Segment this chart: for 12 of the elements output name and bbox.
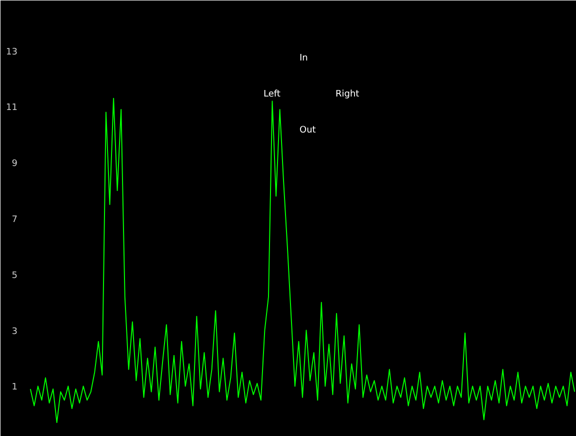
y-tick-label: 13 [6, 47, 18, 58]
y-tick-label: 1 [12, 382, 18, 393]
annotation: Right [336, 90, 360, 100]
y-tick-label: 7 [12, 215, 18, 225]
y-tick-label: 11 [6, 103, 18, 114]
annotation: In [300, 54, 308, 64]
line-series [30, 98, 576, 424]
y-tick-label: 5 [12, 270, 18, 281]
y-tick-label: 9 [12, 159, 18, 170]
annotation: Out [300, 126, 316, 136]
y-tick-label: 3 [12, 326, 18, 337]
annotation: Left [264, 90, 281, 100]
